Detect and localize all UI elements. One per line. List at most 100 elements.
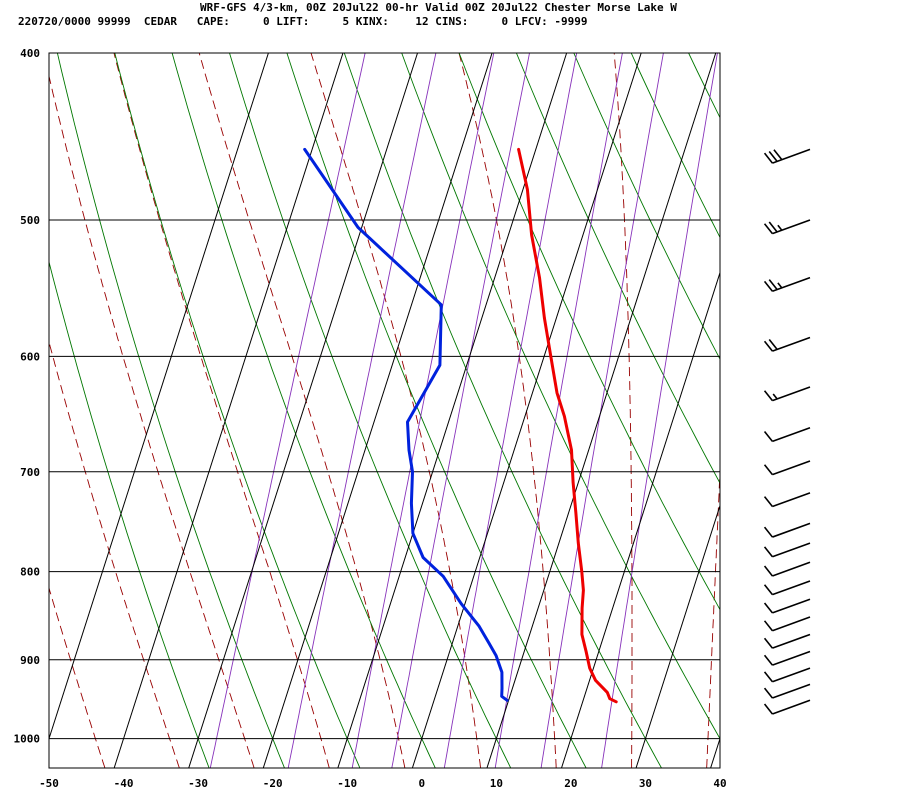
wind-barb-staff xyxy=(772,598,811,614)
wind-barb-staff xyxy=(772,542,811,558)
wind-barb-staff xyxy=(772,492,811,508)
wind-barb xyxy=(763,426,811,443)
moist-adiabat-line xyxy=(458,53,557,768)
wind-barb-staff xyxy=(772,276,811,292)
isotherm-line xyxy=(113,53,344,768)
wind-barb xyxy=(763,683,811,699)
dry-adiabat-line xyxy=(171,53,436,768)
wind-barb xyxy=(763,522,811,538)
temperature-tick-label: 0 xyxy=(418,777,425,790)
wind-barb xyxy=(763,386,811,402)
wind-barb xyxy=(763,336,811,352)
wind-barb-staff xyxy=(772,219,811,235)
pressure-tick-label: 600 xyxy=(20,350,40,363)
wind-barb-staff xyxy=(772,336,811,352)
isotherm-line xyxy=(561,271,720,768)
wind-barb-half-feather xyxy=(777,282,783,289)
wind-barb-staff xyxy=(772,460,811,476)
wind-barb xyxy=(763,492,811,508)
moist-adiabat-line xyxy=(706,462,720,768)
wind-barb-feather xyxy=(768,339,778,350)
temperature-tick-label: 10 xyxy=(490,777,503,790)
wind-barb-staff xyxy=(772,522,811,538)
dry-adiabat-line xyxy=(458,53,720,611)
sounding-title: WRF-GFS 4/3-km, 00Z 20Jul22 00-hr Valid … xyxy=(200,1,677,14)
moist-adiabat-line xyxy=(310,53,482,768)
wind-barb-staff xyxy=(772,633,811,649)
wind-barb xyxy=(763,598,811,614)
mixing-ratio-line xyxy=(601,53,718,768)
wind-barb-staff xyxy=(772,683,811,699)
mixing-ratio-line xyxy=(351,53,495,768)
wind-barb-feather xyxy=(763,390,774,402)
isotherm-line xyxy=(337,53,568,768)
mixing-ratio-line xyxy=(287,53,437,768)
dry-adiabat-line xyxy=(49,260,210,768)
wind-barb-feather xyxy=(763,687,774,699)
wind-barb-feather xyxy=(763,464,774,476)
pressure-tick-label: 900 xyxy=(20,654,40,667)
temperature-tick-label: -30 xyxy=(188,777,208,790)
wind-barb-staff xyxy=(772,426,811,443)
wind-barb xyxy=(763,699,811,715)
dry-adiabat-lines xyxy=(49,53,900,768)
wind-barb-feather xyxy=(763,340,774,352)
moist-adiabat-line xyxy=(113,53,330,768)
wind-barb-feather xyxy=(763,223,774,235)
dry-adiabat-line xyxy=(56,53,285,768)
wind-barb-feather xyxy=(763,703,774,715)
mixing-ratio-line xyxy=(443,53,578,768)
wind-barb-feather xyxy=(763,584,774,596)
wind-barb xyxy=(763,616,811,632)
mixing-ratio-line xyxy=(494,53,623,768)
wind-barb-staff xyxy=(772,667,811,683)
wind-barb-feather xyxy=(763,280,774,292)
wind-barb-feather xyxy=(763,620,774,632)
isotherm-line xyxy=(262,53,493,768)
dry-adiabat-line xyxy=(401,53,720,740)
dry-adiabat-line xyxy=(630,53,720,239)
wind-barb-feather xyxy=(768,150,778,162)
isotherm-line xyxy=(188,53,418,768)
dry-adiabat-line xyxy=(343,53,662,768)
wind-barb-staff xyxy=(772,616,811,632)
mixing-ratio-lines xyxy=(209,53,718,768)
dry-adiabat-line xyxy=(573,53,720,361)
wind-barb xyxy=(763,542,811,558)
moist-adiabat-line xyxy=(198,53,406,768)
isotherm-line xyxy=(635,504,720,768)
profile-series xyxy=(303,147,618,704)
wind-barb-half-feather xyxy=(777,224,783,231)
temperature-tick-label: -50 xyxy=(39,777,59,790)
dry-adiabat-line xyxy=(114,53,361,768)
mixing-ratio-line xyxy=(391,53,530,768)
temperature-tick-label: -10 xyxy=(337,777,357,790)
dry-adiabat-line xyxy=(515,53,720,485)
wind-barb-feather xyxy=(763,671,774,683)
wind-barb xyxy=(763,219,811,235)
sounding-stats-line: 220720/0000 99999 CEDAR CAPE: 0 LIFT: 5 … xyxy=(18,15,588,28)
dry-adiabat-line xyxy=(861,53,900,768)
wind-barb-feather xyxy=(768,221,778,233)
isotherm-line xyxy=(486,53,717,768)
temperature-tick-label: 40 xyxy=(713,777,726,790)
temperature-tick-label: 20 xyxy=(564,777,577,790)
isotherm-line xyxy=(710,737,720,768)
temperature-tick-label: -40 xyxy=(114,777,134,790)
pressure-tick-label: 500 xyxy=(20,214,40,227)
dry-adiabat-line xyxy=(803,53,900,768)
wind-barb-feather xyxy=(763,152,774,164)
temperature-profile-line xyxy=(517,147,618,704)
pressure-tick-label: 400 xyxy=(20,47,40,60)
dewpoint-profile-line xyxy=(303,147,509,702)
wind-barb-half-feather xyxy=(772,393,778,400)
wind-barb-feather xyxy=(768,279,778,291)
moist-adiabat-line xyxy=(49,340,180,768)
dry-adiabat-line xyxy=(286,53,587,768)
mixing-ratio-line xyxy=(540,53,664,768)
isotherm-line xyxy=(411,53,642,768)
dry-adiabat-line xyxy=(229,53,512,768)
wind-barb-feather xyxy=(763,637,774,649)
wind-barb xyxy=(763,276,811,292)
